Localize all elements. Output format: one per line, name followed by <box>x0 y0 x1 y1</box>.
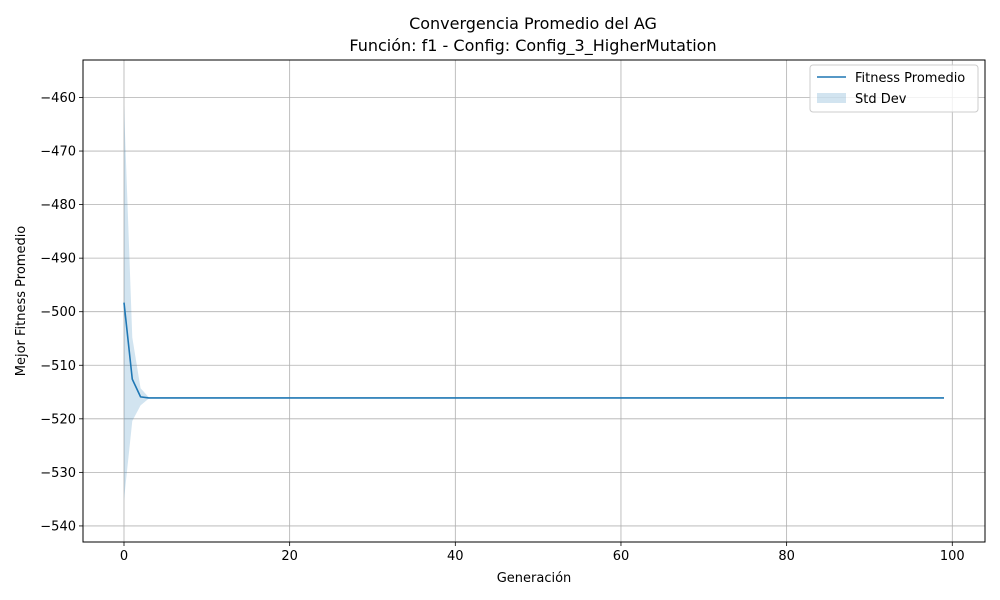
grid-layer <box>83 60 985 542</box>
legend-band-swatch <box>817 93 846 103</box>
y-tick-label: −520 <box>40 412 76 427</box>
fitness-mean-line <box>123 302 944 399</box>
x-tick-layer: 0 20 40 60 80 100 <box>120 542 965 564</box>
chart-subtitle: Función: f1 - Config: Config_3_HigherMut… <box>349 36 716 56</box>
x-tick-label: 60 <box>613 549 630 564</box>
y-axis-label: Mejor Fitness Promedio <box>14 226 29 377</box>
legend-label-stddev: Std Dev <box>855 92 907 107</box>
y-tick-label: −460 <box>40 91 76 106</box>
x-tick-label: 0 <box>120 549 128 564</box>
y-tick-label: −490 <box>40 252 76 267</box>
x-axis-label: Generación <box>497 571 572 586</box>
legend-box <box>809 64 979 113</box>
x-tick-label: 40 <box>447 549 464 564</box>
y-tick-layer: −540 −530 −520 −510 −500 −490 −480 −470 −460 <box>40 91 83 534</box>
legend-label-fitness: Fitness Promedio <box>855 71 965 86</box>
y-tick-label: −530 <box>40 466 76 481</box>
y-tick-label: −540 <box>40 519 76 534</box>
x-tick-label: 20 <box>281 549 298 564</box>
y-tick-label: −470 <box>40 145 76 160</box>
plot-frame <box>82 59 986 543</box>
legend: Fitness Promedio Std Dev <box>809 64 979 113</box>
x-tick-label: 80 <box>778 549 795 564</box>
y-tick-label: −510 <box>40 359 76 374</box>
x-tick-label: 100 <box>940 549 965 564</box>
y-tick-label: −500 <box>40 305 76 320</box>
fitness-line-layer <box>123 302 944 399</box>
y-tick-label: −480 <box>40 198 76 213</box>
chart-title: Convergencia Promedio del AG <box>409 14 657 33</box>
